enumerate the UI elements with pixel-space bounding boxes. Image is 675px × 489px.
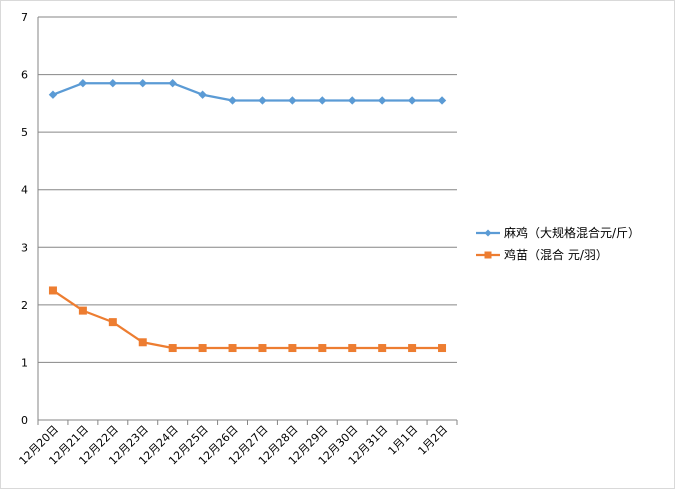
data-point bbox=[78, 306, 87, 315]
data-point bbox=[288, 96, 297, 105]
data-point bbox=[318, 96, 327, 105]
data-point bbox=[407, 96, 417, 105]
data-point bbox=[377, 96, 387, 105]
y-tick-label: 0 bbox=[21, 414, 28, 427]
data-point bbox=[378, 344, 387, 353]
data-point bbox=[228, 344, 237, 353]
legend-marker bbox=[484, 251, 492, 259]
data-point bbox=[258, 96, 267, 105]
data-point bbox=[348, 344, 357, 353]
legend-marker bbox=[484, 229, 492, 237]
data-point bbox=[228, 96, 237, 105]
x-tick-label: 1月1日 bbox=[386, 423, 421, 458]
y-tick-label: 3 bbox=[21, 241, 28, 254]
series-line-2 bbox=[52, 289, 443, 350]
data-point bbox=[438, 344, 447, 353]
data-point bbox=[138, 338, 147, 347]
data-point bbox=[48, 286, 57, 295]
data-point bbox=[108, 318, 117, 327]
data-point bbox=[258, 344, 267, 353]
y-tick-label: 6 bbox=[21, 69, 28, 82]
y-tick-label: 5 bbox=[21, 126, 28, 139]
data-point bbox=[48, 90, 58, 99]
y-tick-label: 2 bbox=[21, 299, 28, 312]
y-tick-label: 7 bbox=[21, 11, 28, 24]
y-tick-label: 1 bbox=[21, 356, 28, 369]
data-point bbox=[108, 79, 118, 88]
legend-label: 鸡苗（混合 元/羽） bbox=[504, 247, 608, 262]
data-point bbox=[168, 344, 177, 353]
series-line-1 bbox=[52, 82, 443, 102]
x-tick-label: 1月2日 bbox=[416, 423, 451, 458]
data-point bbox=[318, 344, 327, 353]
data-point bbox=[198, 344, 207, 353]
data-point bbox=[168, 79, 177, 88]
data-point bbox=[288, 344, 297, 353]
data-point bbox=[78, 79, 88, 88]
data-point bbox=[348, 96, 357, 105]
y-tick-label: 4 bbox=[21, 184, 28, 197]
data-point bbox=[408, 344, 417, 353]
data-point bbox=[138, 79, 147, 88]
data-point bbox=[198, 90, 207, 99]
data-point bbox=[437, 96, 447, 105]
legend-label: 麻鸡（大规格混合元/斤） bbox=[504, 225, 640, 240]
